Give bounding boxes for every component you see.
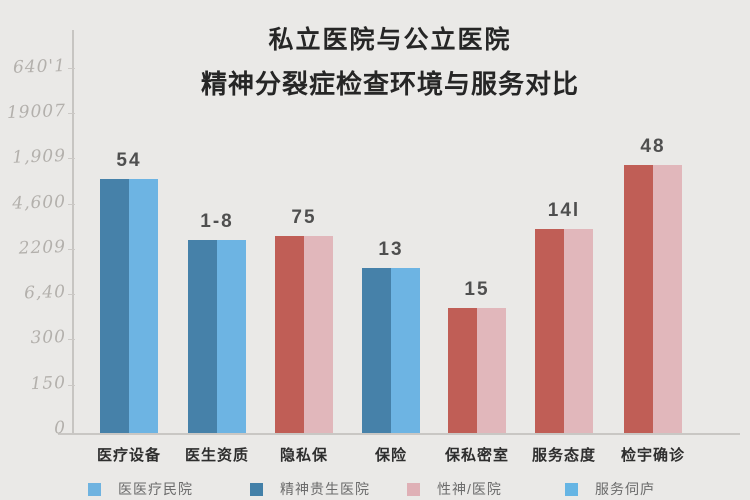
legend-swatch [88, 482, 101, 496]
y-tick-mark [68, 294, 75, 295]
x-axis-line [58, 433, 740, 435]
bar-light [477, 308, 506, 433]
bar-dark [362, 268, 391, 433]
y-axis-line [72, 30, 74, 433]
bar-value-label: 15 [464, 279, 490, 300]
y-tick-mark [68, 204, 75, 205]
legend-label: 性神/医院 [437, 481, 502, 497]
bar-light [304, 236, 333, 433]
legend-label: 医医疗民院 [118, 481, 193, 497]
legend-label: 服务伺庐 [595, 481, 655, 497]
y-tick-label: 0 [53, 417, 67, 439]
bar-dark [188, 240, 217, 433]
y-tick-mark [68, 113, 75, 114]
bar-light [391, 268, 420, 433]
x-axis-label: 医生资质 [184, 447, 249, 464]
bar-dark [448, 308, 477, 433]
bar-group [275, 236, 333, 433]
bar-value-label: 54 [116, 150, 142, 171]
y-tick-mark [68, 158, 75, 159]
legend-item: 性神/医院 [407, 479, 502, 499]
x-axis-label: 保私密室 [444, 447, 509, 464]
x-axis-label: 保险 [374, 447, 407, 464]
y-tick-mark [68, 68, 75, 69]
bar-group [624, 165, 682, 433]
y-tick-label: 640'1 [12, 55, 67, 78]
bar-group [188, 240, 246, 433]
legend-swatch [250, 482, 263, 496]
bar-group [100, 179, 158, 433]
x-axis-label: 医疗设备 [96, 447, 161, 464]
bar-value-label: 48 [640, 136, 666, 157]
bar-value-label: 14l [547, 200, 581, 221]
legend-swatch [407, 482, 420, 496]
bar-group [448, 308, 506, 433]
bar-group [362, 268, 420, 433]
bar-light [653, 165, 682, 433]
legend-item: 精神贵生医院 [250, 479, 370, 499]
bar-value-label: 13 [378, 239, 404, 260]
bar-light [129, 179, 158, 433]
chart-title-line1: 私立医院与公立医院 [268, 26, 512, 54]
y-tick-label: 2209 [18, 236, 67, 259]
y-tick-label: 150 [30, 372, 67, 395]
legend-label: 精神贵生医院 [280, 481, 370, 497]
bar-dark [100, 179, 129, 433]
y-tick-label: 19007 [6, 100, 67, 123]
chart-title: 私立医院与公立医院 精神分裂症检查环境与服务对比 [30, 20, 750, 101]
bar-dark [535, 229, 564, 433]
bar-dark [624, 165, 653, 433]
legend-item: 服务伺庐 [565, 479, 655, 499]
bar-value-label: 1-8 [200, 211, 234, 232]
bar-value-label: 75 [291, 207, 317, 228]
legend-item: 医医疗民院 [88, 479, 193, 499]
bar-dark [275, 236, 304, 433]
y-tick-label: 300 [30, 326, 67, 349]
y-tick-mark [68, 385, 75, 386]
bar-light [564, 229, 593, 433]
y-tick-mark [68, 339, 75, 340]
y-tick-label: 4,600 [11, 191, 67, 214]
y-tick-label: 6,40 [23, 281, 67, 304]
x-axis-label: 检宇确诊 [620, 447, 685, 464]
chart-title-line2: 精神分裂症检查环境与服务对比 [200, 69, 579, 99]
x-axis-label: 服务态度 [531, 447, 596, 464]
y-tick-mark [68, 249, 75, 250]
legend-swatch [565, 482, 578, 496]
bar-light [217, 240, 246, 433]
x-axis-label: 隐私保 [279, 447, 328, 464]
bar-group [535, 229, 593, 433]
y-tick-label: 1,909 [11, 145, 67, 168]
